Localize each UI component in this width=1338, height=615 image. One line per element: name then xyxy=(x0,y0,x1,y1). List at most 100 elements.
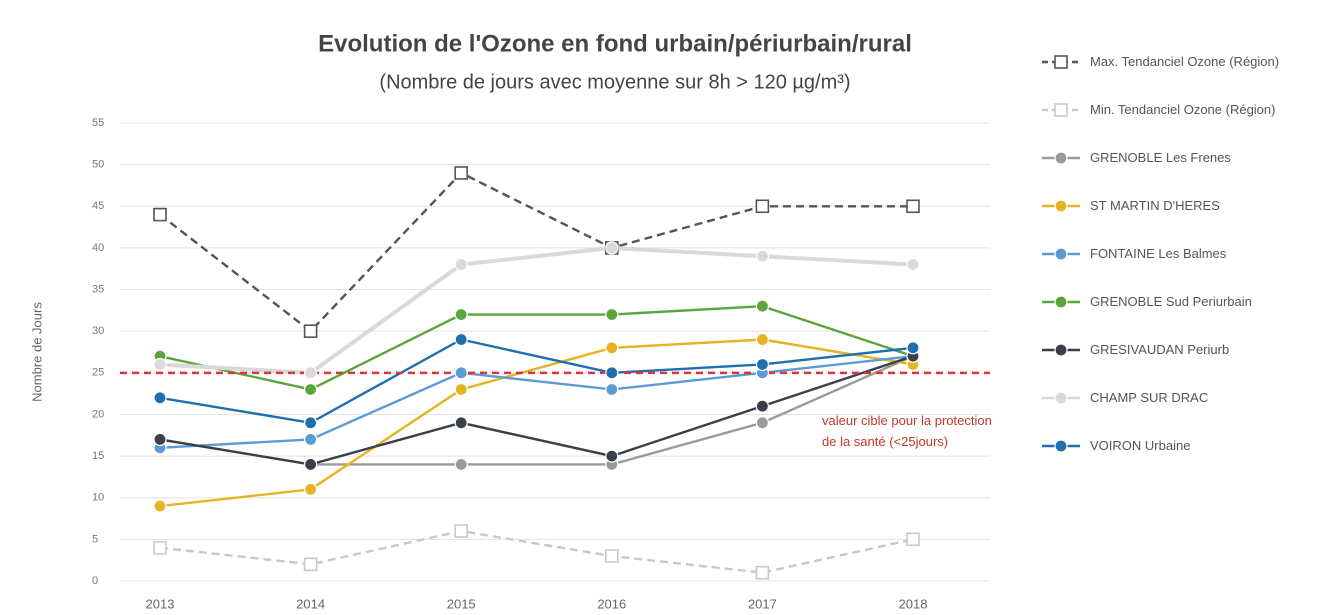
legend-label: FONTAINE Les Balmes xyxy=(1090,246,1227,261)
point xyxy=(605,341,619,355)
y-tick-label: 5 xyxy=(92,533,98,545)
y-tick-label: 25 xyxy=(92,367,104,379)
legend-swatch xyxy=(1042,103,1080,117)
point xyxy=(605,241,619,255)
point xyxy=(755,332,770,347)
y-tick-label: 50 xyxy=(92,159,104,171)
point xyxy=(304,366,318,380)
point xyxy=(755,416,770,430)
legend-marker xyxy=(1054,343,1068,357)
point xyxy=(605,307,619,322)
legend-item: FONTAINE Les Balmes xyxy=(1040,245,1330,263)
series-line xyxy=(159,245,914,375)
legend-item: Min. Tendanciel Ozone (Région) xyxy=(1040,101,1330,119)
legend-marker xyxy=(1054,103,1068,117)
x-tick-label: 2013 xyxy=(146,596,175,611)
legend-item: GRENOBLE Sud Periurbain xyxy=(1040,293,1330,311)
point xyxy=(153,391,167,405)
chart-subtitle: (Nombre de jours avec moyenne sur 8h > 1… xyxy=(379,71,850,93)
legend-marker xyxy=(1054,199,1068,213)
point xyxy=(454,307,468,322)
x-tick-label: 2017 xyxy=(748,596,777,611)
point xyxy=(153,499,167,513)
series-line xyxy=(159,529,914,574)
legend-label: ST MARTIN D'HERES xyxy=(1090,198,1220,213)
point xyxy=(153,432,167,447)
point xyxy=(755,565,770,580)
legend-item: GRESIVAUDAN Periurb xyxy=(1040,341,1330,359)
x-tick-label: 2014 xyxy=(296,596,325,611)
legend-marker xyxy=(1054,295,1068,309)
x-tick-label: 2018 xyxy=(899,596,928,611)
x-tick-label: 2016 xyxy=(597,596,626,611)
legend-label: Min. Tendanciel Ozone (Région) xyxy=(1090,102,1276,117)
legend-swatch xyxy=(1042,199,1080,213)
legend-swatch xyxy=(1042,343,1080,357)
point xyxy=(303,557,318,572)
target-annotation: valeur cible pour la protection de la sa… xyxy=(822,413,992,449)
legend-label: GRENOBLE Sud Periurbain xyxy=(1090,294,1252,309)
point xyxy=(454,366,468,380)
point xyxy=(454,257,468,272)
legend-label: Max. Tendanciel Ozone (Région) xyxy=(1090,54,1280,69)
point xyxy=(604,549,619,563)
point xyxy=(454,382,468,397)
series-line xyxy=(159,338,914,425)
point xyxy=(906,199,920,214)
y-tick-label: 45 xyxy=(92,200,104,212)
y-tick-label: 15 xyxy=(92,450,104,462)
legend-swatch xyxy=(1042,151,1080,165)
y-tick-label: 40 xyxy=(92,242,104,254)
series-line xyxy=(159,354,914,449)
point xyxy=(906,257,920,272)
legend-label: VOIRON Urbaine xyxy=(1090,438,1191,453)
legend-item: CHAMP SUR DRAC xyxy=(1040,389,1330,407)
point xyxy=(454,332,468,347)
point xyxy=(454,524,469,538)
point xyxy=(605,382,619,397)
legend-swatch xyxy=(1042,295,1080,309)
point xyxy=(454,416,468,430)
legend-item: ST MARTIN D'HERES xyxy=(1040,197,1330,215)
point xyxy=(304,416,318,430)
point xyxy=(304,457,318,472)
series-line xyxy=(159,171,913,333)
point xyxy=(303,324,318,338)
point xyxy=(755,357,770,372)
legend-marker xyxy=(1054,247,1068,261)
y-tick-label: 10 xyxy=(92,492,104,504)
point xyxy=(153,357,167,372)
y-tick-label: 55 xyxy=(92,117,104,129)
point xyxy=(304,432,318,447)
point xyxy=(755,399,770,413)
y-tick-label: 35 xyxy=(92,283,104,295)
point xyxy=(906,532,920,547)
x-tick-label: 2015 xyxy=(447,596,476,611)
series-line xyxy=(159,338,914,508)
point xyxy=(755,299,770,313)
y-tick-label: 20 xyxy=(92,408,104,420)
legend-swatch xyxy=(1042,247,1080,261)
legend-marker xyxy=(1054,55,1068,69)
legend-marker xyxy=(1054,151,1068,165)
point xyxy=(153,207,167,222)
legend-marker xyxy=(1054,439,1068,453)
point xyxy=(304,482,318,496)
point xyxy=(755,249,770,263)
legend-item: Max. Tendanciel Ozone (Région) xyxy=(1040,53,1330,71)
y-tick-label: 0 xyxy=(92,575,98,587)
y-axis-label: Nombre de Jours xyxy=(29,302,44,402)
chart-title: Evolution de l'Ozone en fond urbain/péri… xyxy=(318,30,912,57)
y-tick-label: 30 xyxy=(92,325,104,337)
point xyxy=(755,199,770,214)
legend-label: CHAMP SUR DRAC xyxy=(1090,390,1209,405)
point xyxy=(454,457,468,472)
legend-swatch xyxy=(1042,439,1080,453)
series-line xyxy=(159,304,914,391)
point xyxy=(454,166,469,180)
point xyxy=(906,341,920,355)
legend-label: GRENOBLE Les Frenes xyxy=(1090,150,1231,165)
legend-swatch xyxy=(1042,55,1080,69)
